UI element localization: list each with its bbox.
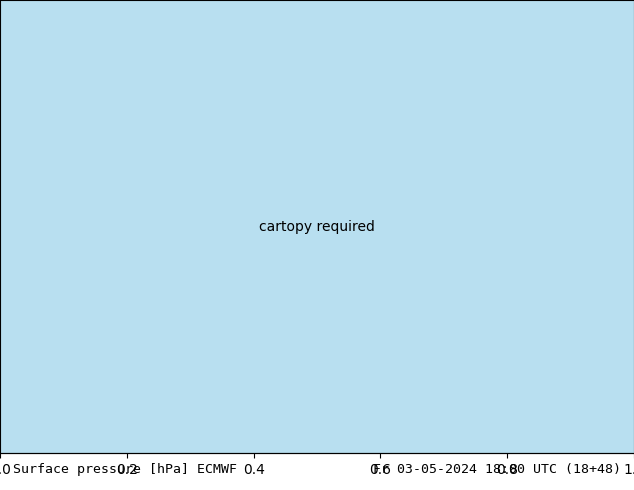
Text: cartopy required: cartopy required	[259, 220, 375, 234]
Text: Surface pressure [hPa] ECMWF: Surface pressure [hPa] ECMWF	[13, 463, 236, 476]
Text: Fr 03-05-2024 18:00 UTC (18+48): Fr 03-05-2024 18:00 UTC (18+48)	[373, 463, 621, 476]
